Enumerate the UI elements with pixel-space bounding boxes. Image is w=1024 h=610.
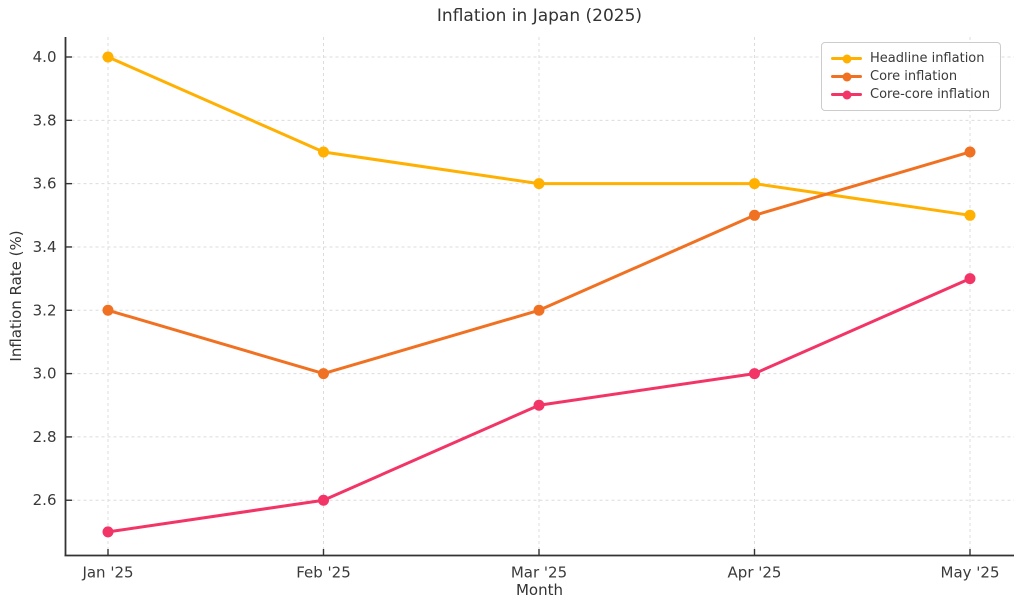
svg-text:2.8: 2.8 bbox=[33, 428, 57, 446]
legend-item-core-core-inflation: Core-core inflation bbox=[831, 86, 990, 103]
svg-text:3.0: 3.0 bbox=[33, 365, 57, 383]
legend-label-headline-inflation: Headline inflation bbox=[870, 51, 985, 66]
legend-dot-icon bbox=[842, 54, 851, 63]
svg-text:May '25: May '25 bbox=[941, 564, 1000, 582]
legend-dot-icon bbox=[842, 90, 851, 99]
x-tick-labels: Jan '25 Feb '25 Mar '25 Apr '25 May '25 bbox=[81, 564, 999, 582]
svg-text:3.2: 3.2 bbox=[33, 301, 57, 319]
legend-marker-core-inflation bbox=[831, 68, 862, 85]
legend-label-core-core-inflation: Core-core inflation bbox=[870, 87, 990, 102]
svg-text:Apr '25: Apr '25 bbox=[728, 564, 782, 582]
svg-text:3.4: 3.4 bbox=[33, 238, 57, 256]
svg-text:Feb '25: Feb '25 bbox=[296, 564, 351, 582]
legend-label-core-inflation: Core inflation bbox=[870, 69, 958, 84]
chart-title: Inflation in Japan (2025) bbox=[436, 6, 643, 26]
legend-marker-headline-inflation bbox=[831, 50, 862, 67]
legend: Headline inflation Core inflation Core-c… bbox=[821, 42, 1001, 111]
tick-marks bbox=[65, 56, 971, 556]
legend-item-headline-inflation: Headline inflation bbox=[831, 50, 990, 67]
svg-text:3.8: 3.8 bbox=[33, 111, 57, 129]
svg-text:Mar '25: Mar '25 bbox=[511, 564, 567, 582]
svg-text:2.6: 2.6 bbox=[33, 491, 57, 509]
svg-text:Jan '25: Jan '25 bbox=[81, 564, 133, 582]
legend-item-core-inflation: Core inflation bbox=[831, 68, 990, 85]
x-axis-label: Month bbox=[515, 581, 563, 599]
y-tick-labels: 2.6 2.8 3.0 3.2 3.4 3.6 3.8 4.0 bbox=[33, 48, 57, 509]
series-markers-headline-inflation bbox=[102, 51, 976, 221]
series-markers-core-inflation bbox=[102, 146, 976, 380]
svg-text:4.0: 4.0 bbox=[33, 48, 57, 66]
legend-marker-core-core-inflation bbox=[831, 86, 862, 103]
svg-text:3.6: 3.6 bbox=[33, 175, 57, 193]
legend-dot-icon bbox=[842, 72, 851, 81]
series-markers-core-core-inflation bbox=[102, 273, 976, 538]
gridlines bbox=[65, 37, 1014, 555]
